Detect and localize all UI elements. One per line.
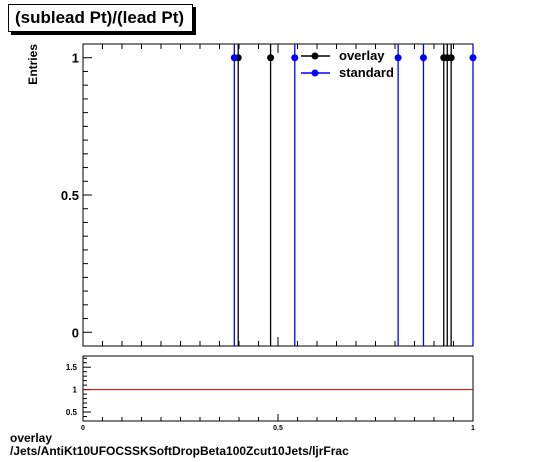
series-overlay [234,44,455,346]
ratio-plot-frame [82,355,474,422]
ratio-x-tick-label: 0 [81,425,85,432]
ratio-y-tick-label: 1.5 [66,363,78,372]
ratio-x-tick-labels: 0 0.5 1 [81,425,475,432]
data-point-standard [230,54,238,62]
legend: overlay standard [301,48,394,80]
data-point-standard [291,54,299,62]
data-point-overlay [267,54,275,62]
chart-title: (sublead Pt)/(lead Pt) [8,4,194,32]
data-point-standard [419,54,427,62]
y-tick-label: 0.5 [61,188,79,203]
y-axis-label: Entries [26,44,40,85]
legend-label-overlay: overlay [339,48,385,63]
ratio-y-tick-label: 1 [73,386,78,395]
legend-marker-overlay [311,52,319,60]
data-point-overlay [447,54,455,62]
series-standard [230,44,477,346]
main-plot-frame [82,43,474,347]
main-plot-series [230,44,477,346]
ratio-y-tick-labels: 0.5 1 1.5 [66,363,78,417]
ratio-y-tick-label: 0.5 [66,408,78,417]
data-point-standard [469,54,477,62]
ratio-x-tick-label: 1 [471,425,475,432]
ratio-x-tick-label: 0.5 [273,425,283,432]
main-plot-ticks [82,44,474,346]
y-tick-label: 0 [72,325,79,340]
y-tick-label: 1 [72,51,79,66]
footer-line-2: /Jets/AntiKt10UFOCSSKSoftDropBeta100Zcut… [10,444,349,458]
data-point-standard [394,54,402,62]
legend-label-standard: standard [339,65,394,80]
footer-caption: overlay /Jets/AntiKt10UFOCSSKSoftDropBet… [10,432,349,458]
main-y-tick-labels: 00.51 [61,51,79,341]
legend-marker-standard [311,69,319,77]
footer-line-1: overlay [10,431,53,445]
